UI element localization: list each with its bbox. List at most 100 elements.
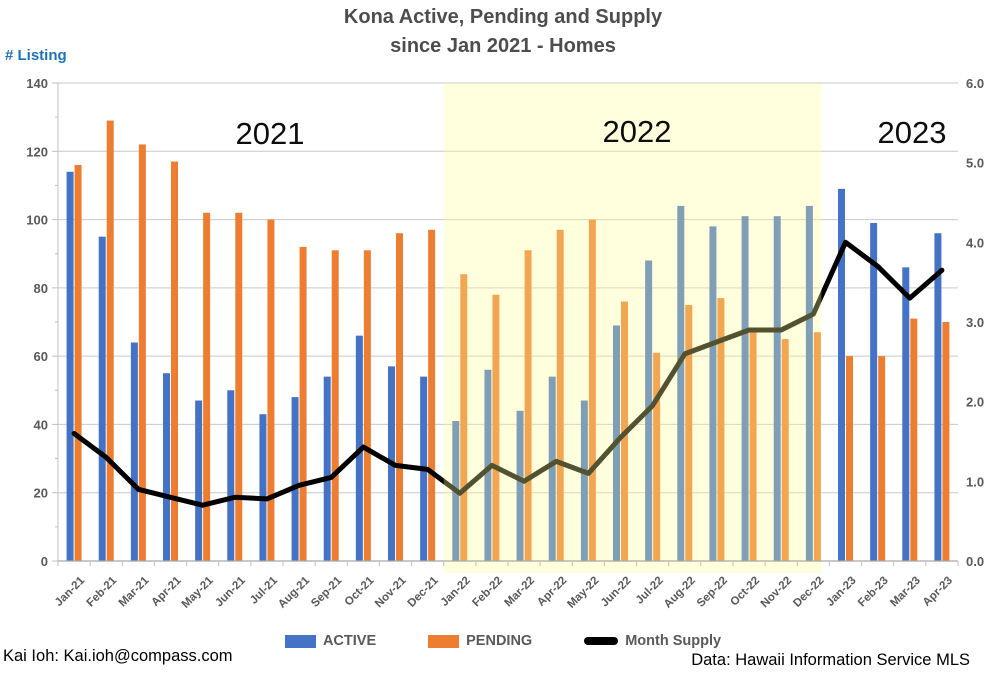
active-bar xyxy=(902,267,910,561)
legend: ACTIVE PENDING Month Supply xyxy=(0,633,1006,649)
active-bar xyxy=(677,205,685,561)
pending-bar xyxy=(74,164,82,561)
chart-title: Kona Active, Pending and Supply since Ja… xyxy=(0,3,1006,61)
pending-bar xyxy=(428,229,436,562)
month-supply-line xyxy=(71,239,945,508)
x-axis-tick-label: Apr-23 xyxy=(921,575,955,609)
y-axis-left-tick-label: 20 xyxy=(34,486,48,501)
pending-bar xyxy=(813,332,821,561)
year-label: 2021 xyxy=(236,116,305,151)
x-axis-tick-label: May-21 xyxy=(180,574,216,610)
pending-bar xyxy=(556,229,564,562)
chart-title-line1: Kona Active, Pending and Supply xyxy=(343,6,663,28)
active-bar xyxy=(163,373,170,561)
x-axis-tick-label: Dec-21 xyxy=(406,574,442,610)
year-label: 2023 xyxy=(878,115,947,150)
active-bar xyxy=(548,376,556,561)
active-bar xyxy=(98,236,106,561)
active-bar xyxy=(291,397,299,561)
x-axis-tick-label: Jun-21 xyxy=(213,574,248,609)
active-bar xyxy=(516,410,524,561)
x-axis-tick-label: Feb-23 xyxy=(856,575,891,610)
x-axis-tick-label: Jan-22 xyxy=(439,575,473,609)
active-bar xyxy=(805,205,813,561)
active-bar xyxy=(934,233,942,561)
year-label: 2022 xyxy=(603,114,672,149)
y-axis-left-tick-label: 60 xyxy=(34,349,48,364)
legend-label-month-supply: Month Supply xyxy=(625,633,722,649)
active-bar xyxy=(741,216,749,561)
pending-bar xyxy=(138,144,146,561)
pending-bar xyxy=(460,274,468,561)
x-axis-tick-label: Oct-21 xyxy=(343,574,377,608)
pending-bar xyxy=(942,322,950,561)
data-source: Data: Hawaii Information Service MLS xyxy=(691,651,970,669)
pending-bar xyxy=(299,246,307,561)
active-bar xyxy=(130,342,138,561)
pending-bar xyxy=(588,219,596,562)
y-axis-right-tick-label: 5.0 xyxy=(966,156,984,171)
pending-bar xyxy=(878,356,886,561)
legend-item-active: ACTIVE xyxy=(284,633,377,649)
pending-bar xyxy=(492,294,500,561)
y-axis-right-tick-label: 6.0 xyxy=(966,76,984,91)
legend-label-pending: PENDING xyxy=(466,633,533,649)
x-axis-tick-label: Feb-22 xyxy=(470,575,505,610)
x-axis-tick-label: Apr-22 xyxy=(535,575,569,609)
y-axis-left-tick-label: 120 xyxy=(26,144,48,159)
y-axis-right-tick-label: 4.0 xyxy=(966,235,984,250)
active-bar xyxy=(227,390,235,561)
y-axis-left-tick-label: 80 xyxy=(34,281,48,296)
x-axis-tick-label: May-22 xyxy=(565,575,601,611)
y-axis-left-tick-label: 0 xyxy=(41,554,48,569)
x-axis-tick-label: Sep-21 xyxy=(309,574,345,610)
x-axis-tick-label: Nov-22 xyxy=(759,575,795,611)
x-axis-tick-label: Mar-23 xyxy=(888,575,923,610)
highlight-band-2022 xyxy=(443,83,822,573)
y-axis-left-tick-label: 140 xyxy=(26,76,48,91)
y-axis-left-tick-label: 100 xyxy=(26,213,48,228)
pending-bar xyxy=(106,120,114,562)
pending-bar xyxy=(235,212,243,561)
pending-bar xyxy=(910,318,918,561)
active-swatch-icon xyxy=(284,634,316,648)
y-axis-left-tick-label: 40 xyxy=(34,417,48,432)
pending-bar xyxy=(749,332,757,561)
x-axis-tick-label: Aug-22 xyxy=(662,575,698,611)
pending-bar xyxy=(685,304,693,561)
pending-bar xyxy=(653,352,661,561)
x-axis-tick-label: Nov-21 xyxy=(373,574,409,610)
x-axis-tick-label: Dec-22 xyxy=(791,575,826,610)
x-axis-tick-label: Mar-21 xyxy=(117,574,152,609)
x-axis-tick-label: Jun-22 xyxy=(599,575,634,610)
month-supply-swatch-icon xyxy=(584,637,619,645)
active-bar xyxy=(773,216,781,561)
x-axis-tick-label: Aug-21 xyxy=(276,574,312,610)
legend-label-active: ACTIVE xyxy=(322,633,377,649)
x-axis-tick-label: Jan-21 xyxy=(53,574,88,609)
active-bar xyxy=(323,376,331,561)
pending-bar xyxy=(331,250,339,562)
y-axis-right-tick-label: 1.0 xyxy=(966,474,984,489)
pending-bar xyxy=(717,298,725,561)
pending-swatch-icon xyxy=(428,634,460,648)
legend-item-pending: PENDING xyxy=(428,633,532,649)
x-axis-tick-label: Mar-22 xyxy=(502,575,537,610)
left-axis-title: # Listing xyxy=(5,47,67,64)
x-axis-tick-label: Jan-23 xyxy=(824,575,858,609)
y-axis-right-tick-label: 0.0 xyxy=(966,554,984,569)
active-bar xyxy=(484,369,492,561)
pending-bar xyxy=(203,212,211,561)
active-bar xyxy=(580,400,588,561)
y-axis-right-tick-label: 3.0 xyxy=(966,315,984,330)
pending-bar xyxy=(363,250,371,562)
active-bar xyxy=(66,171,74,561)
legend-item-month-supply: Month Supply xyxy=(584,633,721,649)
pending-bar xyxy=(846,356,853,561)
active-bar xyxy=(195,400,203,561)
pending-bar xyxy=(524,250,532,562)
chart-canvas: 140 120 100 80 60 40 20 0 6.0 5.0 4.0 3.0 2.0 1.0 0.0 J… xyxy=(26,76,984,611)
pending-bar xyxy=(781,339,789,561)
pending-bar xyxy=(171,161,178,561)
